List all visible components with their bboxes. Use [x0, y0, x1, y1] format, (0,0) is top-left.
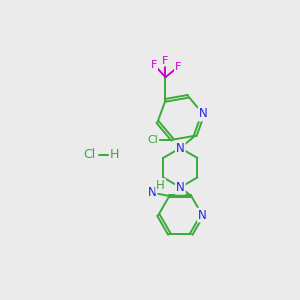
Text: F: F — [162, 56, 169, 66]
Text: F: F — [175, 62, 181, 72]
Text: N: N — [198, 208, 207, 221]
Text: F: F — [151, 59, 157, 70]
Text: H: H — [110, 148, 119, 161]
Text: N: N — [176, 181, 185, 194]
Text: N: N — [148, 186, 156, 199]
Text: Cl: Cl — [83, 148, 95, 161]
Text: N: N — [199, 107, 207, 121]
Text: H: H — [156, 179, 165, 192]
Text: Cl: Cl — [147, 135, 158, 145]
Text: N: N — [176, 142, 185, 154]
